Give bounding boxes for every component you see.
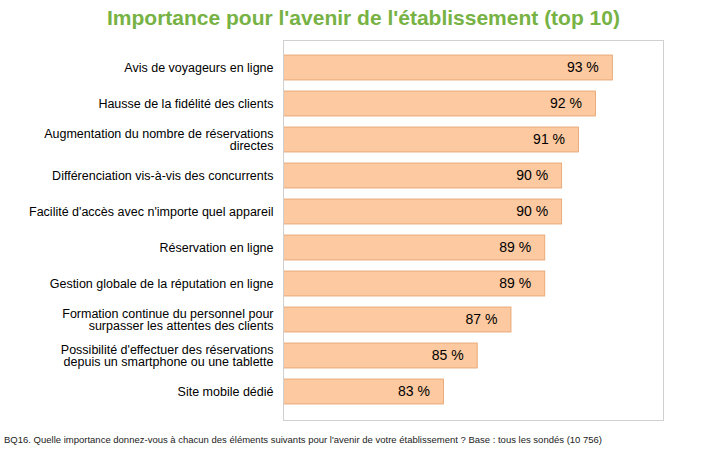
svg-text:Formation continue du personne: Formation continue du personnel poursurp… [62,307,273,334]
svg-text:85 %: 85 % [432,347,464,363]
svg-text:83 %: 83 % [398,383,430,399]
svg-text:Site mobile dédié: Site mobile dédié [178,385,274,399]
svg-text:92 %: 92 % [550,95,582,111]
svg-text:90 %: 90 % [516,167,548,183]
svg-text:Gestion globale de la réputati: Gestion globale de la réputation en lign… [50,277,274,291]
svg-text:Possibilité d'effectuer des ré: Possibilité d'effectuer des réservations… [61,343,274,370]
html-text:Importance pour l'avenir de l': Importance pour l'avenir de l'établissem… [107,6,620,29]
svg-text:Facilité d'accès avec n'import: Facilité d'accès avec n'importe quel app… [29,205,273,219]
svg-text:Différenciation vis-à-vis des: Différenciation vis-à-vis des concurrent… [52,169,273,183]
svg-text:Augmentation du nombre de rése: Augmentation du nombre de réservationsdi… [44,127,273,154]
svg-text:90 %: 90 % [516,203,548,219]
svg-text:87 %: 87 % [466,311,498,327]
svg-text:Réservation en ligne: Réservation en ligne [160,241,274,255]
html-text:BQ16. Quelle importance donnez: BQ16. Quelle importance donnez-vous à ch… [4,434,602,445]
svg-text:93 %: 93 % [567,59,599,75]
svg-text:Avis de voyageurs en ligne: Avis de voyageurs en ligne [124,61,273,75]
svg-text:89 %: 89 % [499,275,531,291]
svg-text:Hausse de la fidélité des clie: Hausse de la fidélité des clients [98,97,273,111]
svg-text:91 %: 91 % [533,131,565,147]
svg-text:89 %: 89 % [499,239,531,255]
